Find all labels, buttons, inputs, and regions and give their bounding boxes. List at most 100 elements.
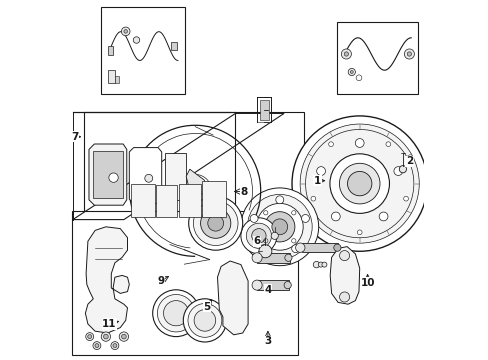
Circle shape <box>87 335 91 338</box>
Circle shape <box>275 196 283 204</box>
Text: 3: 3 <box>264 336 271 346</box>
Circle shape <box>344 52 348 56</box>
Circle shape <box>193 201 238 246</box>
Circle shape <box>355 139 364 147</box>
Circle shape <box>404 49 413 59</box>
Circle shape <box>339 251 349 261</box>
Circle shape <box>333 244 340 251</box>
Text: 2: 2 <box>405 156 412 166</box>
Circle shape <box>251 253 262 263</box>
Circle shape <box>321 262 326 267</box>
Bar <box>115 76 118 83</box>
Circle shape <box>133 37 140 43</box>
Circle shape <box>101 332 110 341</box>
Bar <box>156 185 177 217</box>
Circle shape <box>157 294 194 332</box>
Text: 7: 7 <box>71 132 78 142</box>
Circle shape <box>339 292 349 302</box>
Circle shape <box>121 27 130 36</box>
Circle shape <box>251 280 262 290</box>
Circle shape <box>188 196 242 250</box>
Circle shape <box>256 203 303 250</box>
Circle shape <box>264 212 294 242</box>
Bar <box>170 42 177 50</box>
Circle shape <box>258 245 271 258</box>
Circle shape <box>251 229 265 243</box>
Circle shape <box>194 310 215 331</box>
Circle shape <box>310 196 315 201</box>
Bar <box>337 22 418 94</box>
Polygon shape <box>329 247 359 304</box>
Circle shape <box>163 301 188 326</box>
Circle shape <box>313 261 319 268</box>
Bar <box>84 112 303 223</box>
Circle shape <box>113 343 117 348</box>
Circle shape <box>357 230 361 235</box>
Bar <box>72 211 298 355</box>
Bar <box>107 46 113 55</box>
Circle shape <box>123 30 127 33</box>
Circle shape <box>347 68 355 76</box>
Circle shape <box>270 232 278 239</box>
Circle shape <box>85 333 94 341</box>
Bar <box>259 100 268 120</box>
Circle shape <box>328 142 333 147</box>
Circle shape <box>250 215 258 222</box>
Circle shape <box>291 116 427 251</box>
Text: 11: 11 <box>102 319 117 329</box>
Text: 9: 9 <box>157 276 164 286</box>
Circle shape <box>295 243 305 252</box>
Circle shape <box>284 254 291 261</box>
Circle shape <box>247 194 311 259</box>
Circle shape <box>331 212 340 221</box>
Circle shape <box>109 173 118 183</box>
Circle shape <box>300 124 418 243</box>
Bar <box>131 184 154 217</box>
Bar <box>257 280 288 290</box>
Circle shape <box>318 262 323 267</box>
Circle shape <box>260 245 267 253</box>
Circle shape <box>95 343 99 348</box>
Text: 4: 4 <box>264 285 271 295</box>
Circle shape <box>339 163 379 204</box>
Circle shape <box>152 290 199 337</box>
Circle shape <box>241 188 318 266</box>
Circle shape <box>284 282 291 289</box>
Circle shape <box>329 154 388 213</box>
Polygon shape <box>186 169 206 194</box>
Bar <box>107 70 115 83</box>
Bar <box>302 243 337 252</box>
Circle shape <box>119 332 128 341</box>
Circle shape <box>399 166 406 173</box>
Polygon shape <box>85 227 129 333</box>
Circle shape <box>407 52 411 56</box>
Circle shape <box>385 142 390 147</box>
Text: 6: 6 <box>253 236 260 246</box>
Circle shape <box>246 223 271 248</box>
Circle shape <box>271 219 287 235</box>
Circle shape <box>403 196 407 201</box>
Circle shape <box>93 342 101 350</box>
Circle shape <box>378 212 387 221</box>
Bar <box>92 151 123 198</box>
Circle shape <box>187 303 222 337</box>
Circle shape <box>393 167 402 175</box>
Circle shape <box>241 218 276 254</box>
Bar <box>179 184 200 217</box>
Circle shape <box>207 215 223 231</box>
Circle shape <box>111 342 119 350</box>
Circle shape <box>316 167 325 175</box>
Circle shape <box>122 334 126 339</box>
Bar <box>202 181 226 217</box>
Circle shape <box>291 245 299 253</box>
Circle shape <box>103 334 108 339</box>
Circle shape <box>144 174 152 182</box>
Circle shape <box>183 299 226 342</box>
Polygon shape <box>89 144 126 205</box>
Text: 1: 1 <box>313 176 321 186</box>
Polygon shape <box>129 148 162 203</box>
Circle shape <box>341 49 351 59</box>
Polygon shape <box>217 261 247 335</box>
Circle shape <box>200 208 230 238</box>
Text: 10: 10 <box>360 278 374 288</box>
